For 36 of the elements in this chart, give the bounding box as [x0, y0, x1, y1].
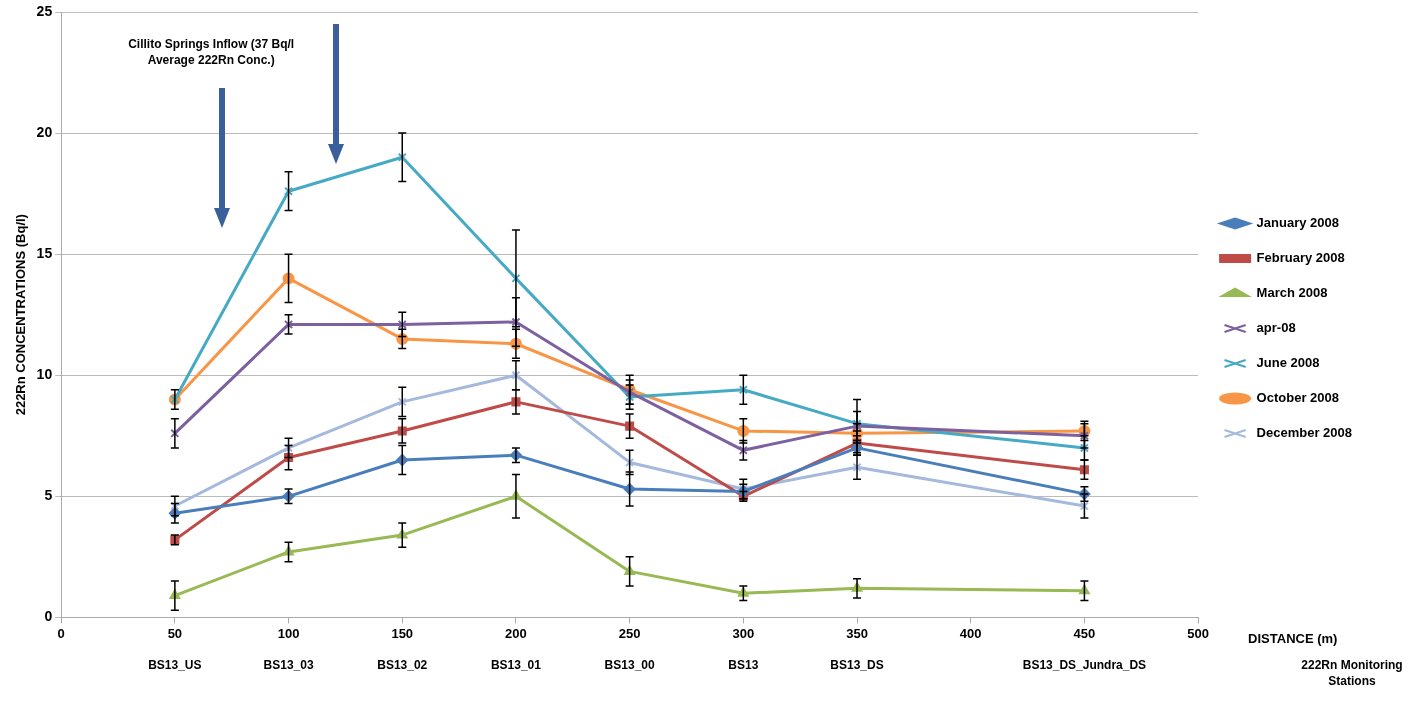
y-tick-label: 0 [44, 608, 53, 625]
legend-label: January 2008 [1256, 215, 1340, 231]
text: BS13 [728, 657, 759, 672]
text: 222Rn Monitoring Stations [1301, 657, 1403, 688]
legend-label: apr-08 [1256, 320, 1296, 336]
x-tick-label: 350 [846, 625, 868, 641]
x-tick-label: 0 [57, 625, 65, 641]
legend-label: December 2008 [1256, 425, 1353, 441]
x-tick-label: 50 [167, 625, 183, 641]
x-tick-label: 400 [959, 625, 982, 641]
x-tick-label: 100 [277, 625, 300, 641]
text: BS13_03 [263, 657, 314, 672]
y-tick-label: 20 [36, 123, 53, 140]
text: BS13_DS [830, 657, 884, 672]
text: BS13_01 [490, 657, 542, 672]
y-tick-label: 15 [36, 245, 53, 262]
legend-label: June 2008 [1256, 355, 1320, 371]
text: BS13_US [148, 657, 202, 672]
x-axis-title: DISTANCE (m) [1248, 630, 1338, 646]
text: BS13_00 [604, 657, 655, 672]
legend-label: February 2008 [1256, 250, 1345, 266]
x-tick-label: 200 [505, 625, 527, 641]
legend-label: October 2008 [1256, 390, 1339, 406]
x-tick-label: 500 [1187, 625, 1209, 641]
y-axis-title: 222Rn CONCENTRATIONS (Bq/l) [13, 214, 29, 416]
y-tick-label: 25 [36, 2, 53, 19]
text: BS13_DS_Jundra_DS [1022, 657, 1147, 672]
annotation: Cillito Springs Inflow (37 Bq/l Average 222Rn Conc.) [128, 37, 295, 68]
x-tick-label: 150 [391, 625, 414, 641]
legend-label: March 2008 [1256, 285, 1328, 301]
y-tick-label: 5 [44, 487, 53, 504]
y-tick-label: 10 [36, 366, 53, 383]
x-tick-label: 450 [1073, 625, 1096, 641]
text: BS13_02 [377, 657, 428, 672]
x-tick-label: 300 [732, 625, 755, 641]
x-tick-label: 250 [618, 625, 641, 641]
